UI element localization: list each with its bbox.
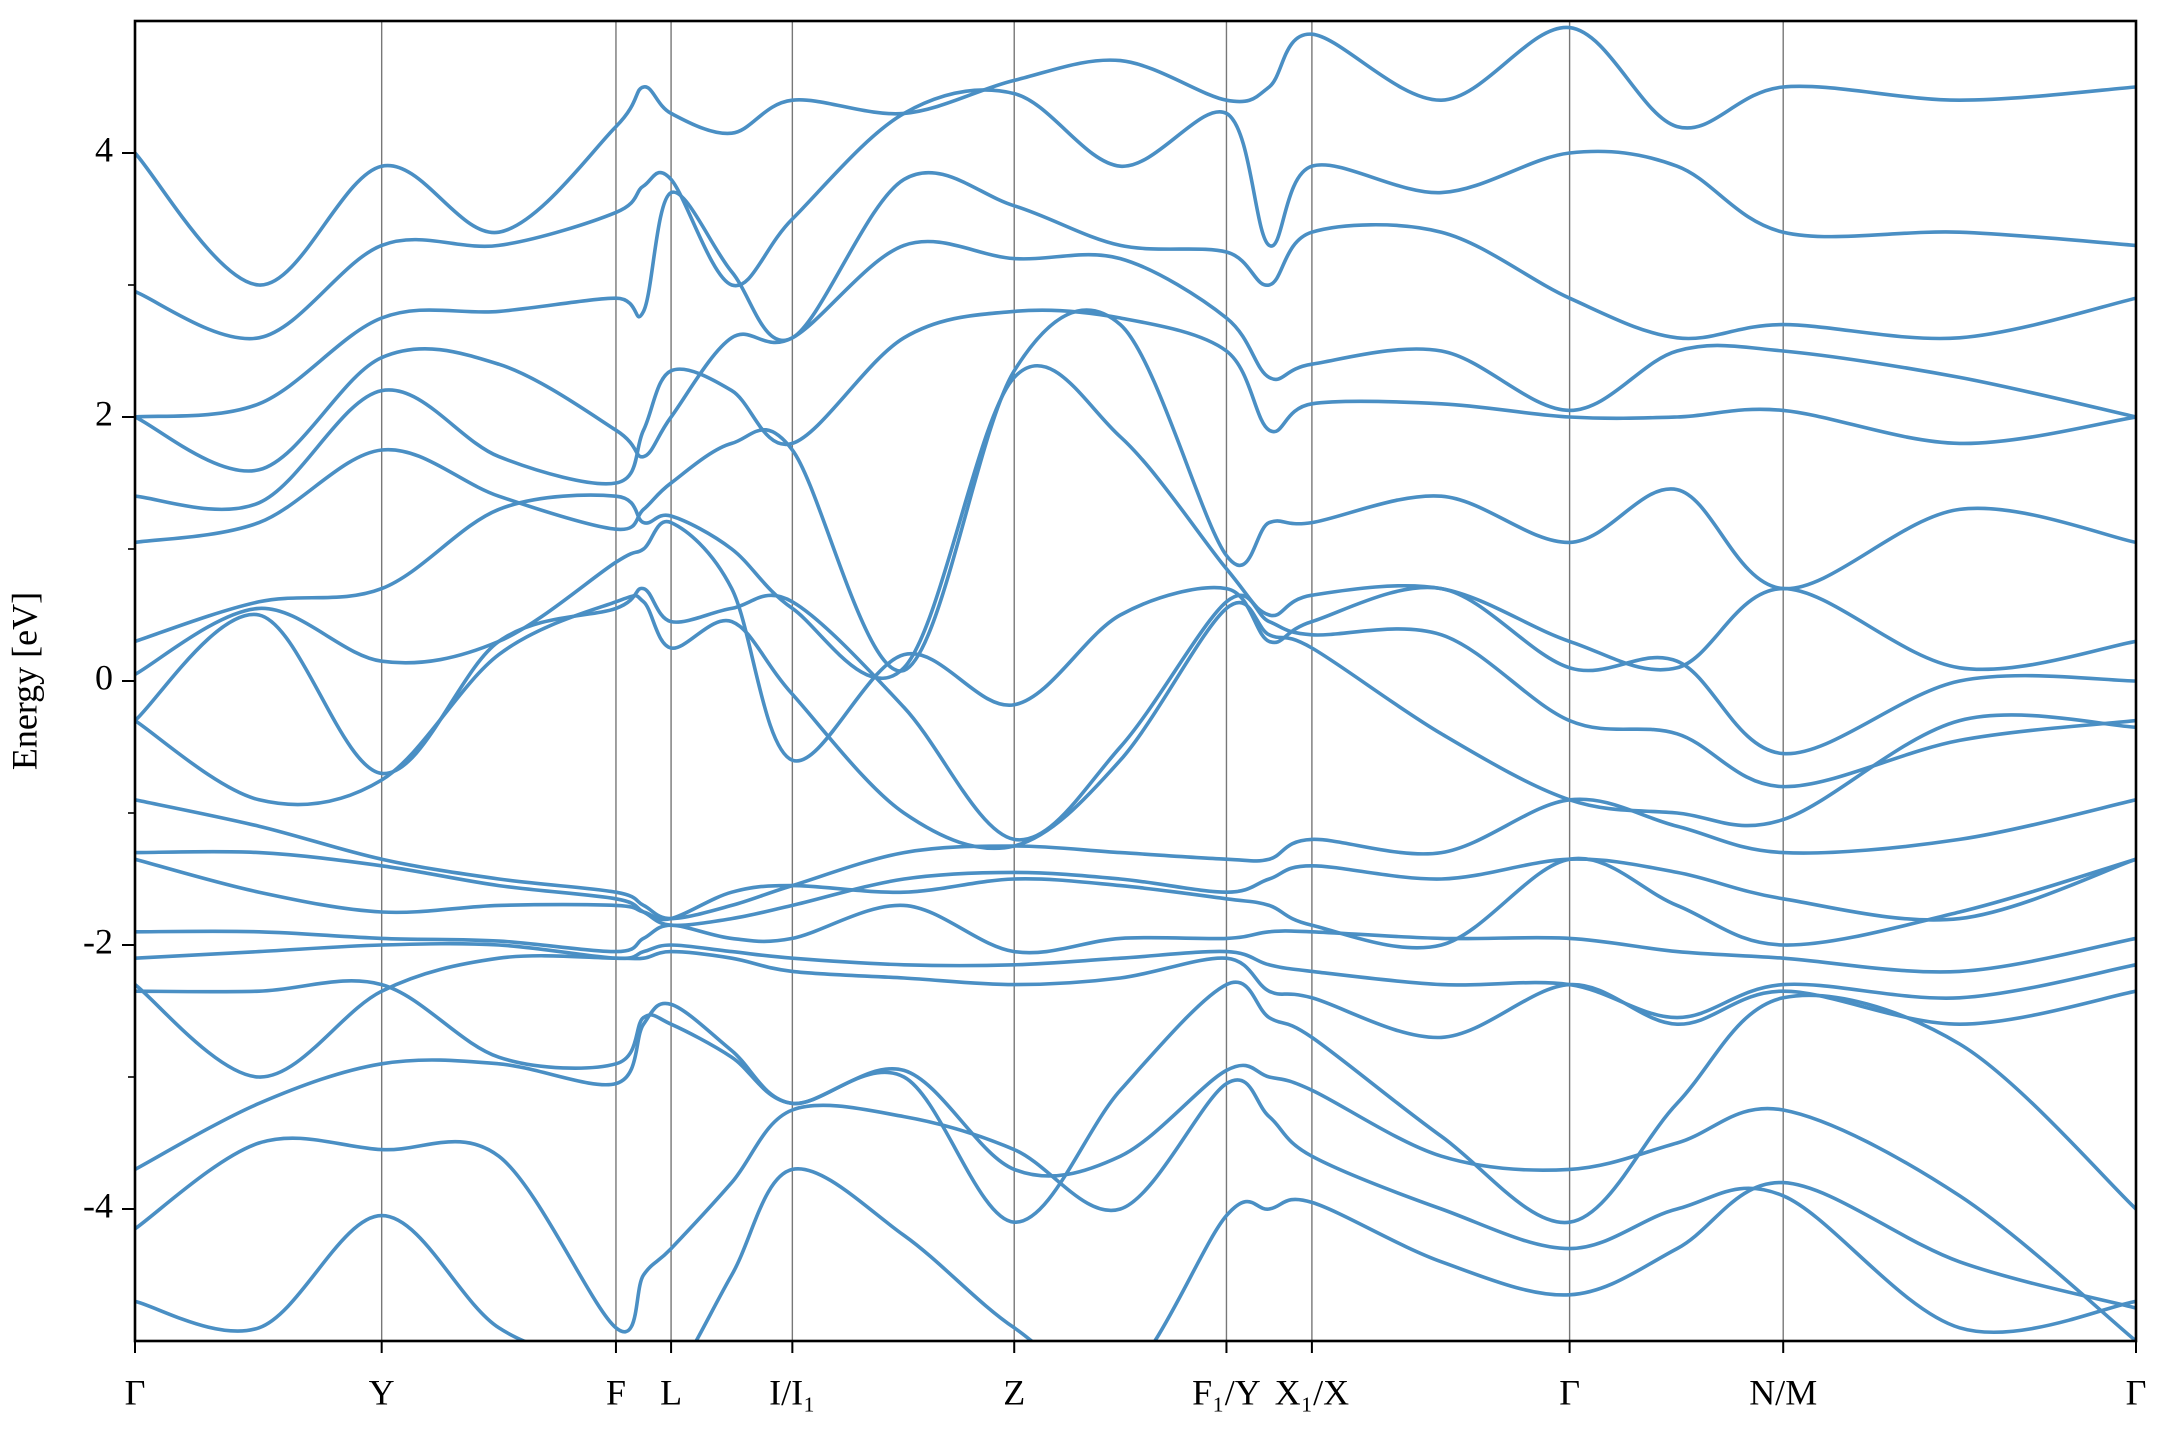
band: [135, 519, 2136, 763]
y-tick-label: -2: [83, 921, 113, 961]
band: [135, 593, 2136, 851]
band: [135, 586, 2136, 842]
y-tick-label: 4: [95, 129, 113, 169]
x-tick-label: X₁/X: [1275, 1372, 1350, 1412]
band: [135, 25, 2136, 287]
band: [135, 949, 2136, 1079]
band: [135, 903, 2136, 974]
band: [135, 308, 2136, 673]
x-tick-label: F₁/Y: [1192, 1372, 1261, 1412]
y-axis-label: Energy [eV]: [4, 592, 44, 770]
y-tick-label: 0: [95, 657, 113, 697]
x-tick-label: Γ: [2126, 1372, 2147, 1412]
band: [135, 308, 2136, 512]
band: [135, 363, 2136, 681]
y-tick-label: -4: [83, 1185, 113, 1225]
y-tick-label: 2: [95, 393, 113, 433]
band: [135, 941, 2136, 1020]
band: [135, 170, 2136, 419]
band: [135, 1167, 2136, 1341]
x-tick-label: Y: [369, 1372, 395, 1412]
band: [135, 1001, 2136, 1341]
x-tick-label: F: [606, 1372, 626, 1412]
band: [135, 797, 2136, 921]
x-tick-label: I/I₁: [769, 1372, 816, 1412]
x-tick-label: L: [660, 1372, 682, 1412]
x-tick-label: Z: [1003, 1372, 1025, 1412]
x-tick-label: Γ: [125, 1372, 146, 1412]
band: [135, 1078, 2136, 1334]
band: [135, 239, 2136, 473]
band: [135, 979, 2136, 1225]
band: [135, 88, 2136, 341]
x-tick-label: Γ: [1559, 1372, 1580, 1412]
band: [135, 856, 2136, 950]
band: [135, 849, 2136, 928]
x-tick-label: N/M: [1749, 1372, 1817, 1412]
